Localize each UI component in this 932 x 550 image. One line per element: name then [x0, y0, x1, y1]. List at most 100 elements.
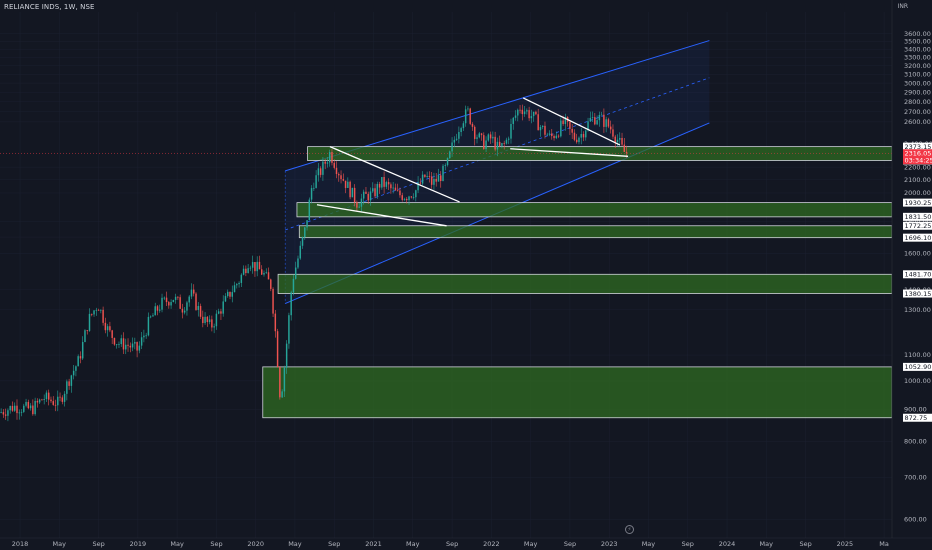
candle-body: [471, 123, 474, 127]
time-tick-label: 2019: [130, 540, 147, 548]
candle-body: [122, 338, 125, 350]
candle-body: [358, 206, 360, 208]
candle-body: [505, 139, 508, 144]
candle-body: [351, 187, 354, 198]
price-level-value: 1831.50: [905, 213, 932, 221]
candle-body: [333, 162, 335, 168]
price-level-tag: [903, 212, 932, 221]
candle-body: [480, 133, 483, 136]
candle-body: [72, 370, 75, 376]
candle-body: [487, 134, 490, 141]
candle-body: [168, 302, 170, 306]
candle-body: [93, 310, 95, 315]
price-level-tag: [903, 142, 932, 151]
candle-body: [134, 342, 136, 344]
time-axis[interactable]: 2018 May Sep 2019 May Sep 2020 May Sep 2021 May Sep…: [0, 537, 932, 550]
support-zone: [307, 146, 893, 161]
candle-body: [127, 344, 129, 346]
candle-body: [387, 182, 390, 185]
candle-body: [190, 289, 193, 297]
candle-body: [360, 198, 363, 207]
candle-body: [353, 187, 356, 203]
candle-body: [489, 134, 492, 139]
support-zones[interactable]: [262, 146, 893, 419]
candle-body: [435, 178, 437, 182]
candle-body: [75, 366, 77, 371]
candle-body: [16, 405, 18, 414]
candle-body: [100, 309, 102, 311]
candle-body: [467, 108, 469, 110]
candle-body: [585, 130, 587, 138]
candle-body: [426, 176, 428, 177]
price-tick-label: 700.00: [904, 474, 927, 482]
candle-body: [424, 174, 426, 177]
candle-body: [23, 405, 25, 412]
candle-body: [492, 136, 494, 139]
candle-body: [560, 120, 562, 137]
candle-body: [147, 316, 150, 336]
time-tick-label: Sep: [564, 540, 576, 548]
candle-body: [274, 313, 277, 332]
price-tick-label: 2000.00: [904, 189, 931, 197]
candle-body: [396, 190, 399, 192]
candle-body: [374, 188, 376, 197]
candle-body: [539, 127, 542, 131]
candle-body: [308, 199, 311, 221]
candle-body: [514, 115, 517, 118]
candle-body: [149, 316, 152, 318]
price-tick-label: 2100.00: [904, 176, 931, 184]
candle-body: [222, 301, 224, 314]
price-tick-label: 1800.00: [904, 218, 931, 226]
candle-body: [512, 117, 514, 124]
candle-body: [120, 338, 122, 345]
price-tick-label: 3000.00: [904, 79, 931, 87]
candle-body: [20, 411, 23, 413]
candle-body: [111, 330, 113, 338]
candle-body: [177, 296, 179, 298]
candle-body: [501, 143, 503, 146]
candle-body: [598, 114, 601, 121]
candle-body: [464, 109, 467, 124]
candle-body: [410, 196, 413, 198]
candle-body: [507, 138, 510, 140]
candle-body: [412, 197, 415, 199]
candle-body: [623, 144, 626, 152]
candle-body: [356, 202, 358, 208]
candle-body: [612, 129, 614, 137]
candle-body: [2, 412, 5, 415]
price-level-value: 872.75: [905, 414, 928, 422]
candle-body: [594, 117, 596, 125]
price-level-value: 1772.25: [905, 222, 932, 230]
price-level-tag: [903, 221, 932, 230]
lightning-icon[interactable]: ⚡: [625, 525, 634, 534]
candle-body: [265, 272, 267, 274]
trendlines[interactable]: [316, 97, 629, 227]
candle-body: [553, 136, 555, 139]
time-tick-label: May: [288, 540, 302, 548]
candle-body: [519, 109, 521, 111]
candle-body: [226, 291, 229, 297]
support-zone: [262, 366, 893, 419]
candle-body: [430, 176, 433, 185]
candle-body: [621, 137, 623, 145]
candle-body: [372, 188, 374, 192]
price-tick-label: 3200.00: [904, 62, 931, 70]
candle-body: [297, 258, 299, 268]
price-tick-label: 2700.00: [904, 108, 931, 116]
candle-body: [170, 302, 172, 306]
candle-body: [138, 345, 141, 351]
candle-body: [317, 168, 320, 176]
candle-body: [383, 177, 385, 187]
time-tick-label: May: [170, 540, 184, 548]
candle-body: [569, 121, 571, 129]
candle-body: [349, 181, 351, 198]
candle-body: [163, 297, 166, 299]
candle-body: [603, 114, 605, 127]
candle-body: [245, 268, 247, 274]
price-level-value: 2373.15: [905, 143, 932, 151]
candle-body: [433, 178, 435, 185]
candle-body: [61, 397, 64, 402]
parallel-channel[interactable]: [284, 40, 710, 305]
price-tick-label: 3600.00: [904, 30, 931, 38]
